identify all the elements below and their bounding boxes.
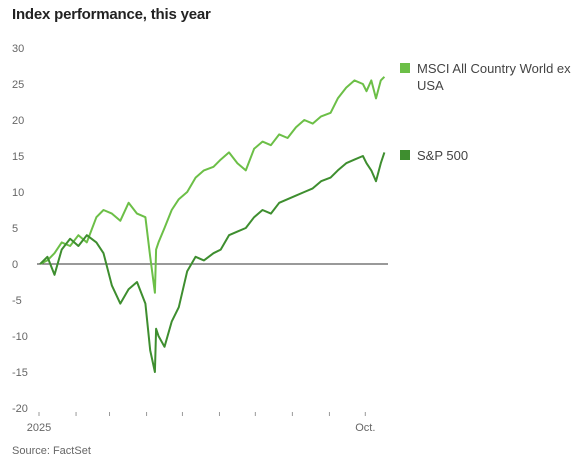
y-tick-label: 10 <box>12 187 24 199</box>
y-tick-label: -15 <box>12 367 28 379</box>
x-axis: 2025 Oct. <box>27 412 375 434</box>
y-tick-label: 0 <box>12 259 18 271</box>
series-line-msci <box>39 76 386 294</box>
y-tick-label: 15 <box>12 151 24 163</box>
y-tick-label: -5 <box>12 295 22 307</box>
y-tick-label: -20 <box>12 403 28 415</box>
y-tick-label: 25 <box>12 79 24 91</box>
y-tick-label: -10 <box>12 331 28 343</box>
x-tick-label: Oct. <box>355 422 375 434</box>
legend-swatch-msci <box>400 63 410 73</box>
legend-label-msci: MSCI All Country World ex USA <box>417 61 571 93</box>
chart-title: Index performance, this year <box>12 6 211 23</box>
source-note: Source: FactSet <box>12 445 91 457</box>
legend-label-sp500: S&P 500 <box>417 148 469 163</box>
series-layer <box>39 76 386 373</box>
legend-swatch-sp500 <box>400 150 410 160</box>
series-line-sp500 <box>39 152 386 373</box>
y-tick-label: 20 <box>12 115 24 127</box>
line-chart: 30 25 20 15 10 5 0 -5 -10 -15 -20 2025 Oct. <box>12 43 388 434</box>
y-tick-label: 5 <box>12 223 18 235</box>
y-axis-ticks: 30 25 20 15 10 5 0 -5 -10 -15 -20 <box>12 43 28 415</box>
y-tick-label: 30 <box>12 43 24 55</box>
x-tick-label: 2025 <box>27 422 51 434</box>
